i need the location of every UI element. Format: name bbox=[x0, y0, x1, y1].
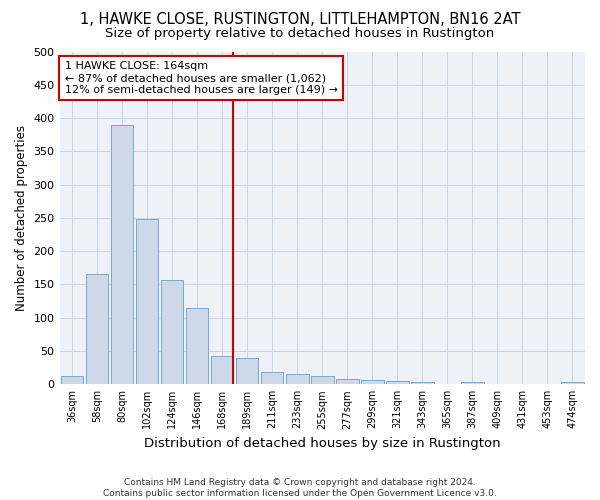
Bar bbox=[261, 372, 283, 384]
Text: Size of property relative to detached houses in Rustington: Size of property relative to detached ho… bbox=[106, 28, 494, 40]
Text: Contains HM Land Registry data © Crown copyright and database right 2024.
Contai: Contains HM Land Registry data © Crown c… bbox=[103, 478, 497, 498]
X-axis label: Distribution of detached houses by size in Rustington: Distribution of detached houses by size … bbox=[144, 437, 500, 450]
Y-axis label: Number of detached properties: Number of detached properties bbox=[15, 125, 28, 311]
Text: 1 HAWKE CLOSE: 164sqm
← 87% of detached houses are smaller (1,062)
12% of semi-d: 1 HAWKE CLOSE: 164sqm ← 87% of detached … bbox=[65, 62, 338, 94]
Bar bbox=[336, 379, 359, 384]
Bar bbox=[186, 308, 208, 384]
Bar bbox=[361, 380, 383, 384]
Bar bbox=[286, 374, 308, 384]
Bar bbox=[111, 124, 133, 384]
Bar bbox=[161, 280, 184, 384]
Bar bbox=[461, 382, 484, 384]
Bar bbox=[211, 356, 233, 384]
Text: 1, HAWKE CLOSE, RUSTINGTON, LITTLEHAMPTON, BN16 2AT: 1, HAWKE CLOSE, RUSTINGTON, LITTLEHAMPTO… bbox=[80, 12, 520, 28]
Bar bbox=[386, 381, 409, 384]
Bar bbox=[561, 382, 584, 384]
Bar bbox=[236, 358, 259, 384]
Bar bbox=[411, 382, 434, 384]
Bar bbox=[61, 376, 83, 384]
Bar bbox=[136, 219, 158, 384]
Bar bbox=[86, 274, 109, 384]
Bar bbox=[311, 376, 334, 384]
